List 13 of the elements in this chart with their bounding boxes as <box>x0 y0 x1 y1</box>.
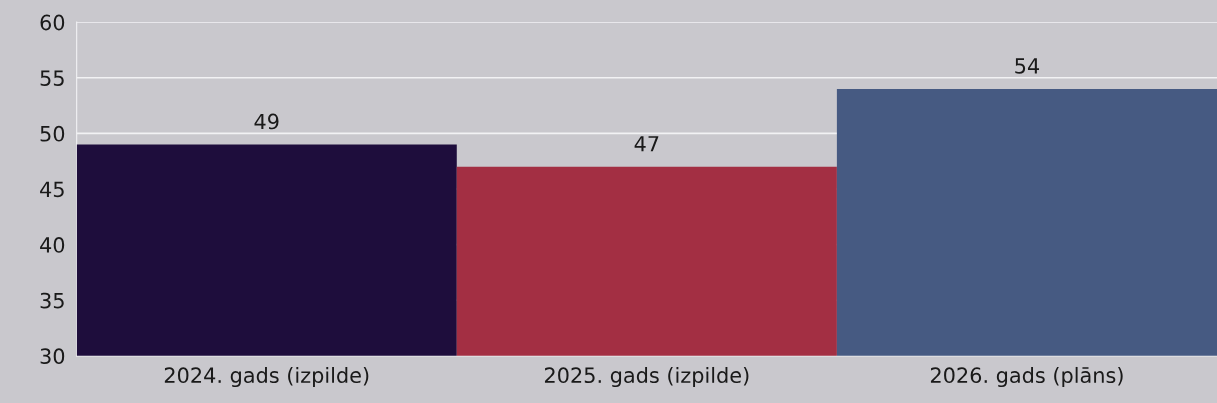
y-tick-label: 45 <box>40 181 64 198</box>
data-label: 47 <box>634 136 659 152</box>
x-tick-label: 2025. gads (izpilde) <box>544 366 749 388</box>
y-tick-label: 35 <box>40 292 64 309</box>
y-tick-label: 30 <box>40 348 65 365</box>
y-tick-label: 60 <box>40 14 65 31</box>
y-tick-label: 50 <box>40 125 65 142</box>
x-tick-label: 2024. gads (izpilde) <box>164 366 369 388</box>
x-tick-label: 2026. gads (plāns) <box>930 366 1123 388</box>
y-tick-label: 55 <box>40 70 64 86</box>
data-label: 49 <box>254 113 279 130</box>
y-tick-label: 40 <box>40 237 65 253</box>
data-label: 54 <box>1015 58 1040 74</box>
